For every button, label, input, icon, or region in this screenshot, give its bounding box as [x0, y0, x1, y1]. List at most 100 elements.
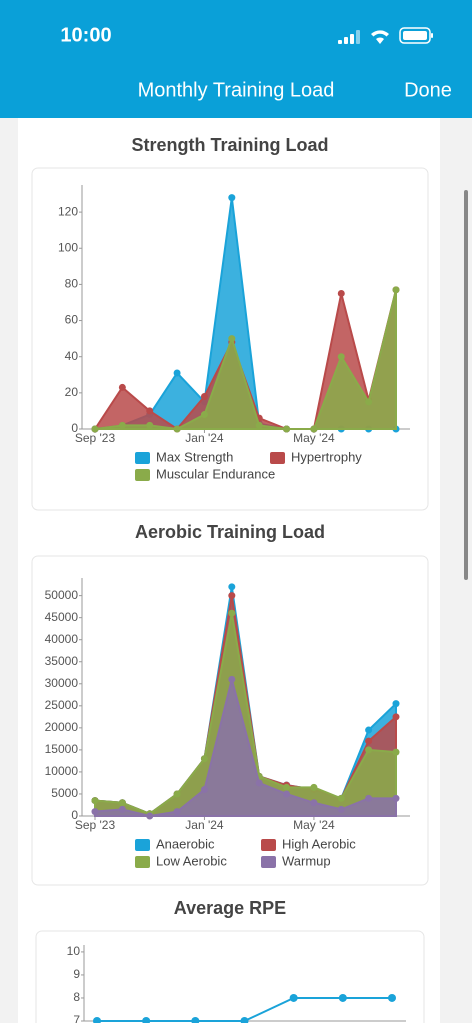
legend-label: Muscular Endurance [156, 466, 275, 481]
legend-label: High Aerobic [282, 836, 356, 851]
point [228, 675, 236, 683]
point [365, 746, 373, 754]
legend-swatch [135, 856, 150, 868]
done-button[interactable]: Done [404, 79, 452, 101]
y-tick-label: 20000 [45, 720, 79, 734]
x-tick-label: Sep '23 [75, 818, 116, 832]
status-icons [338, 27, 433, 44]
legend-label: Anaerobic [156, 836, 215, 851]
point [228, 583, 236, 591]
point [118, 799, 126, 807]
point [118, 421, 126, 429]
y-tick-label: 45000 [45, 610, 79, 624]
x-tick-label: Jan '24 [185, 818, 224, 832]
point [337, 794, 345, 802]
legend-label: Hypertrophy [291, 449, 362, 464]
point [91, 797, 99, 805]
y-tick-label: 8 [73, 990, 80, 1004]
point [200, 392, 208, 400]
point [337, 353, 345, 361]
point [388, 993, 396, 1002]
legend-swatch [135, 452, 150, 464]
legend-swatch [135, 839, 150, 851]
point [173, 790, 181, 798]
y-tick-label: 30000 [45, 676, 79, 690]
point [93, 1017, 101, 1023]
point [228, 194, 236, 202]
x-tick-label: Sep '23 [75, 431, 116, 445]
x-tick-label: May '24 [293, 818, 335, 832]
legend-label: Max Strength [156, 449, 233, 464]
y-tick-label: 40000 [45, 632, 79, 646]
point [337, 289, 345, 297]
point [310, 425, 318, 433]
y-tick-label: 15000 [45, 742, 79, 756]
nav-title: Monthly Training Load [138, 79, 335, 101]
y-tick-label: 100 [58, 240, 78, 254]
legend-swatch [270, 452, 285, 464]
point [118, 383, 126, 391]
point [365, 794, 373, 802]
y-tick-label: 120 [58, 204, 78, 218]
point [91, 425, 99, 433]
point [228, 592, 236, 600]
y-tick-label: 0 [71, 421, 78, 435]
point [173, 369, 181, 377]
y-tick-label: 80 [65, 277, 79, 291]
point [392, 700, 400, 708]
point [200, 411, 208, 419]
legend-swatch [261, 856, 276, 868]
point [200, 786, 208, 794]
point [118, 805, 126, 813]
point [338, 993, 347, 1002]
y-tick-label: 35000 [45, 654, 79, 668]
y-tick-label: 10 [67, 944, 81, 958]
point [365, 398, 373, 406]
point [146, 407, 154, 415]
card [35, 930, 425, 1023]
point [289, 993, 298, 1002]
legend-label: Warmup [282, 853, 331, 868]
y-tick-label: 9 [73, 967, 80, 981]
y-tick-label: 7 [73, 1013, 80, 1023]
point [91, 808, 99, 816]
point [173, 425, 181, 433]
y-tick-label: 50000 [45, 588, 79, 602]
point [392, 713, 400, 721]
chart-title: Strength Training Load [132, 135, 329, 155]
point [228, 609, 236, 617]
scrollbar [464, 190, 468, 580]
y-tick-label: 25000 [45, 698, 79, 712]
point [310, 799, 318, 807]
point [173, 808, 181, 816]
chart-title: Average RPE [174, 898, 286, 918]
point [200, 755, 208, 763]
legend-swatch [261, 839, 276, 851]
area [94, 289, 397, 431]
y-tick-label: 0 [71, 808, 78, 822]
point [142, 1017, 151, 1023]
point [365, 737, 373, 745]
point [255, 779, 263, 787]
header-bar [0, 0, 472, 118]
point [392, 748, 400, 756]
legend-label: Low Aerobic [156, 853, 227, 868]
y-tick-label: 40 [65, 349, 79, 363]
point [283, 425, 291, 433]
y-tick-label: 60 [65, 313, 79, 327]
point [228, 335, 236, 343]
point [392, 794, 400, 802]
point [255, 421, 263, 429]
point [392, 286, 400, 294]
point [365, 726, 373, 734]
x-tick-label: May '24 [293, 431, 335, 445]
y-tick-label: 5000 [51, 786, 78, 800]
point [240, 1017, 249, 1023]
point [310, 783, 318, 791]
point [146, 812, 154, 820]
point [283, 790, 291, 798]
y-tick-label: 20 [65, 385, 79, 399]
y-tick-label: 10000 [45, 764, 79, 778]
